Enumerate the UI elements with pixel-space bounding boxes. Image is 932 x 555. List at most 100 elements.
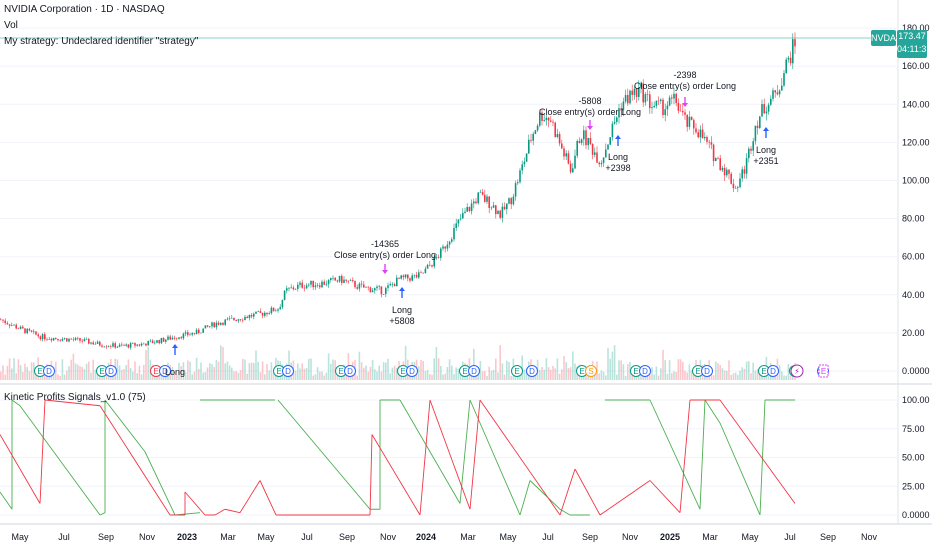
- volume-bar: [488, 366, 490, 380]
- candle-body: [125, 344, 127, 346]
- trade-profit: +5808: [389, 316, 414, 326]
- volume-bar: [215, 359, 218, 380]
- candle-body: [202, 328, 204, 333]
- dividend-badge-label: D: [642, 367, 648, 376]
- candle-body: [750, 148, 752, 151]
- candle-body: [774, 90, 776, 93]
- volume-bar: [752, 362, 754, 380]
- candle-body: [783, 73, 785, 86]
- volume-bar: [710, 372, 713, 380]
- volume-bar: [312, 375, 314, 380]
- candle-body: [631, 90, 633, 95]
- earnings-badge-label: E: [153, 367, 158, 376]
- strategy-error-label[interactable]: My strategy: Undeclared identifier "stra…: [4, 36, 199, 47]
- last-price: 173.47: [898, 31, 926, 41]
- candle-body: [726, 169, 728, 176]
- volume-bar: [499, 345, 501, 380]
- volume-bar: [319, 371, 321, 380]
- volume-label[interactable]: Vol: [4, 20, 18, 31]
- candle-body: [585, 130, 587, 146]
- candle-body: [521, 164, 523, 171]
- candle-body: [655, 100, 658, 106]
- split-badge-icon: [585, 365, 597, 377]
- volume-bar: [473, 348, 475, 380]
- candle-body: [543, 120, 545, 121]
- volume-bar: [624, 375, 627, 380]
- candle-body: [46, 339, 48, 340]
- candle-body: [253, 313, 255, 317]
- volume-bar: [585, 375, 587, 380]
- candle-body: [156, 340, 158, 343]
- volume-bar: [385, 362, 387, 380]
- volume-bar: [332, 359, 334, 380]
- candle-body: [345, 279, 347, 281]
- volume-bar: [426, 369, 429, 380]
- candle-body: [671, 97, 673, 99]
- candle-body: [213, 322, 215, 328]
- upcoming-earnings-badge-label: E: [821, 367, 826, 376]
- volume-bar: [389, 373, 391, 380]
- candle-body: [107, 346, 110, 347]
- candle-body: [737, 187, 739, 189]
- candle-body: [673, 93, 675, 99]
- volume-bar: [72, 353, 75, 380]
- candle-body: [552, 121, 554, 123]
- candle-body: [41, 334, 44, 340]
- time-axis-label: Nov: [139, 532, 156, 542]
- volume-bar: [772, 374, 774, 380]
- volume-bar: [668, 360, 671, 380]
- symbol-title[interactable]: NVIDIA Corporation · 1D · NASDAQ: [4, 4, 165, 15]
- candle-body: [420, 272, 422, 273]
- candle-body: [574, 155, 576, 169]
- candle-body: [169, 336, 171, 340]
- price-tick-label: 0.0000: [902, 366, 930, 376]
- candle-body: [572, 168, 574, 173]
- candle-body: [358, 283, 361, 289]
- long-entry-marker: Long+2398: [605, 135, 631, 173]
- volume-bar: [363, 367, 365, 380]
- earnings-badge-label: E: [695, 367, 700, 376]
- candle-body: [508, 198, 510, 204]
- candle-body: [94, 343, 97, 345]
- volume-bar: [129, 368, 132, 380]
- candle-body: [492, 205, 495, 208]
- candle-body: [226, 318, 229, 320]
- volume-bar: [17, 359, 20, 380]
- candle-body: [162, 338, 165, 342]
- candle-body: [180, 337, 182, 339]
- candle-body: [257, 311, 259, 312]
- kps-green-line: [0, 399, 795, 516]
- candle-body: [712, 144, 715, 162]
- candle-body: [622, 101, 625, 111]
- volume-bar: [662, 349, 664, 380]
- volume-bar: [92, 359, 94, 380]
- candle-body: [147, 340, 149, 346]
- candle-body: [477, 192, 479, 204]
- candle-body: [688, 116, 691, 127]
- trade-profit: +2398: [605, 163, 630, 173]
- candle-body: [431, 265, 433, 267]
- candle-body: [690, 116, 693, 121]
- volume-bar: [314, 374, 317, 380]
- indicator-title[interactable]: Kinetic Profits Signals_v1.0 (75): [4, 392, 146, 403]
- volume-bar: [235, 371, 237, 380]
- candle-body: [294, 288, 297, 290]
- candle-body: [748, 148, 750, 159]
- dividend-badge-label: D: [770, 367, 776, 376]
- candle-body: [347, 280, 350, 282]
- candle-body: [455, 223, 457, 228]
- candle-body: [699, 129, 702, 138]
- candle-body: [693, 120, 695, 129]
- volume-bar: [360, 362, 363, 380]
- candle-body: [708, 141, 710, 143]
- candle-body: [679, 110, 682, 112]
- candle-body: [387, 285, 389, 288]
- volume-bar: [554, 368, 556, 380]
- volume-bar: [226, 361, 229, 380]
- earnings-badge-label: E: [761, 367, 766, 376]
- candle-body: [635, 88, 638, 97]
- candle-body: [217, 322, 220, 325]
- earnings-badge-label: E: [99, 367, 104, 376]
- candle-body: [266, 312, 268, 315]
